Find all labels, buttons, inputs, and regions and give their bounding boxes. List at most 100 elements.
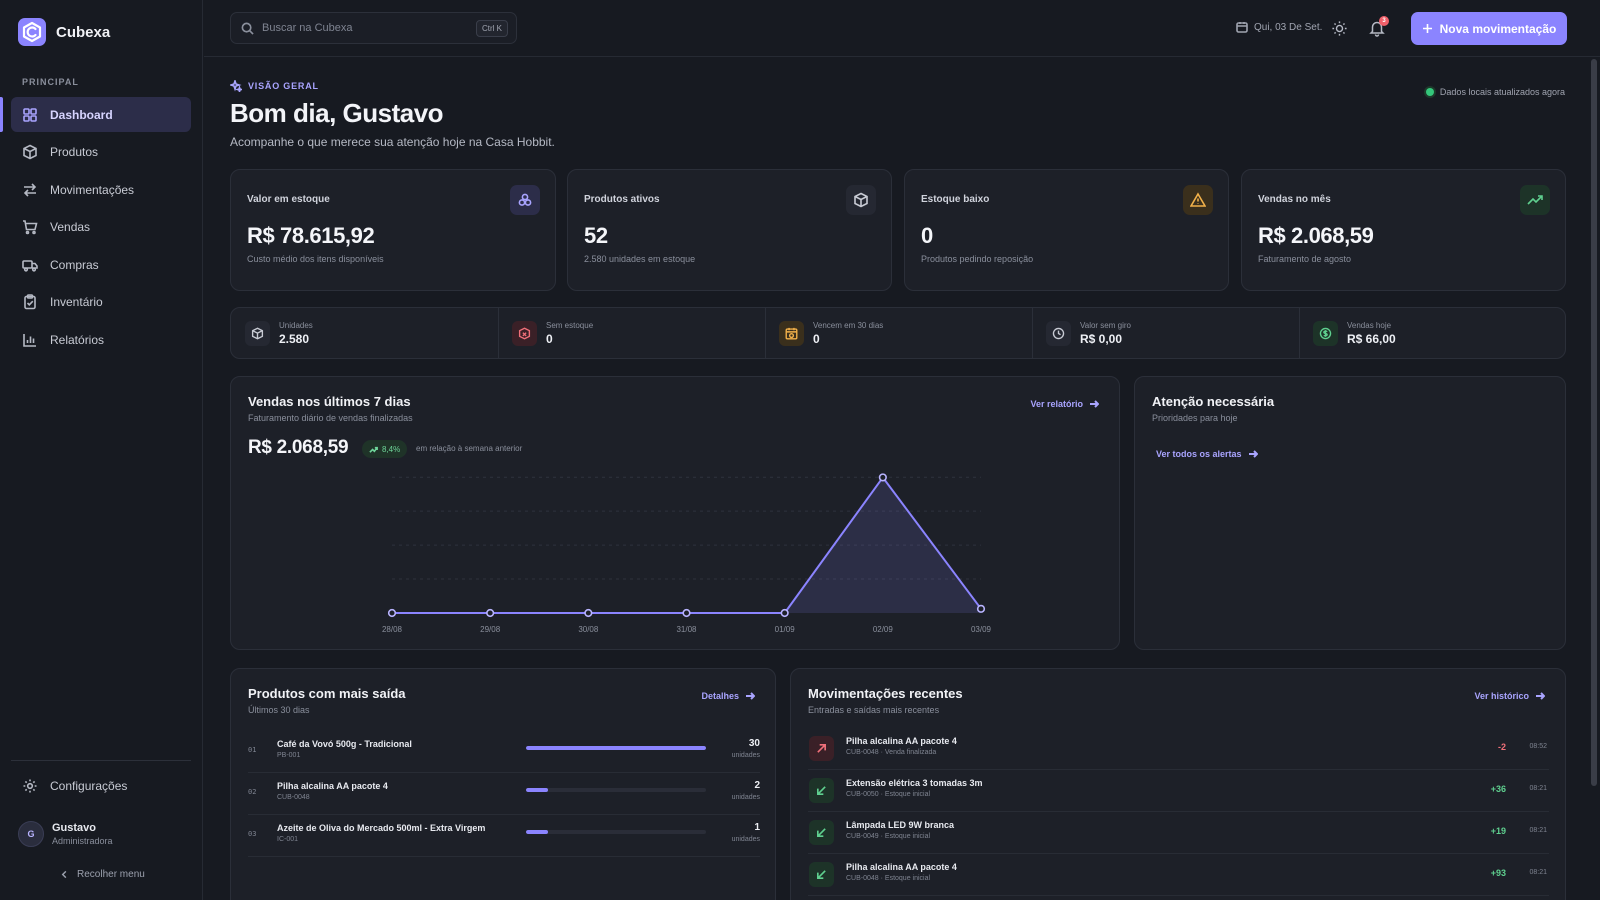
x-tick-label: 01/09 (775, 625, 796, 634)
search-icon (241, 22, 254, 35)
box-icon (251, 327, 264, 340)
kpi-value: R$ 78.615,92 (247, 223, 375, 248)
list-item[interactable]: 01 Café da Vovó 500g - Tradicional PB-00… (248, 731, 760, 773)
panel-subtitle: Prioridades para hoje (1152, 413, 1238, 423)
collapse-menu-button[interactable]: Recolher menu (60, 869, 145, 880)
trend-value: 8,4% (382, 444, 401, 454)
kpi-label: Estoque baixo (921, 194, 990, 205)
movement-row[interactable]: Pilha alcalina AA pacote 4 CUB-0048 · Es… (808, 854, 1549, 896)
movement-time: 08:21 (1529, 827, 1547, 834)
product-unit: unidades (731, 752, 760, 759)
chart-total: R$ 2.068,59 (248, 437, 349, 458)
search-placeholder: Buscar na Cubexa (262, 22, 353, 34)
sidebar-item-label: Produtos (50, 145, 99, 159)
panel-subtitle: Últimos 30 dias (248, 705, 310, 715)
mini-stat-out-of-stock: Sem estoque 0 (498, 308, 593, 359)
current-date: Qui, 03 De Set. (1236, 21, 1322, 33)
view-history-link[interactable]: Ver histórico (1474, 691, 1545, 701)
gear-icon (23, 779, 37, 792)
search-input[interactable]: Buscar na Cubexa Ctrl K (230, 12, 517, 44)
arrow-down-left-icon (817, 828, 826, 837)
product-qty: 2 (754, 780, 760, 791)
brand[interactable]: Cubexa (18, 18, 110, 46)
movement-row[interactable]: Lâmpada LED 9W branca CUB-0049 · Estoque… (808, 812, 1549, 854)
divider (498, 308, 499, 359)
movement-qty: -2 (1497, 742, 1506, 752)
view-all-alerts-link[interactable]: Ver todos os alertas (1156, 449, 1258, 459)
new-movement-button[interactable]: Nova movimentação (1411, 12, 1567, 45)
new-movement-label: Nova movimentação (1439, 21, 1557, 36)
progress-fill (526, 746, 706, 750)
movement-row[interactable]: Extensão elétrica 3 tomadas 3m CUB-0050 … (808, 770, 1549, 812)
chart-point (387, 608, 397, 618)
chart-point (584, 608, 593, 618)
sidebar-item-label: Relatórios (50, 332, 105, 347)
sidebar-item-vendas[interactable]: Vendas (11, 210, 191, 245)
product-unit: unidades (731, 836, 760, 843)
clock-icon (1052, 327, 1065, 340)
sidebar-item-compras[interactable]: Compras (11, 247, 191, 282)
sidebar-item-produtos[interactable]: Produtos (11, 135, 191, 170)
mini-value: 2.580 (279, 332, 310, 346)
list-item[interactable]: 03 Azeite de Oliva do Mercado 500ml - Ex… (248, 815, 760, 857)
sidebar-item-dashboard[interactable]: Dashboard (11, 97, 191, 132)
list-item[interactable]: 02 Pilha alcalina AA pacote 4 CUB-0048 2… (248, 773, 760, 815)
user-profile[interactable]: G Gustavo Administradora (18, 821, 113, 847)
kpi-card-active-products[interactable]: Produtos ativos 52 2.580 unidades em est… (567, 169, 892, 291)
mini-stat-sales-today: Vendas hoje R$ 66,00 (1299, 308, 1396, 359)
product-name: Azeite de Oliva do Mercado 500ml - Extra… (277, 823, 486, 833)
user-name: Gustavo (52, 822, 97, 834)
avatar: G (18, 821, 44, 847)
movement-row[interactable]: Pilha alcalina AA pacote 4 CUB-0048 · Ve… (808, 728, 1549, 770)
view-report-link[interactable]: Ver relatório (1030, 399, 1099, 409)
mov-icon-wrap (809, 736, 834, 761)
arrows-icon (23, 182, 37, 197)
movement-product: Extensão elétrica 3 tomadas 3m (846, 778, 983, 788)
sidebar-item-relatorios[interactable]: Relatórios (11, 322, 191, 357)
product-qty: 1 (754, 822, 760, 833)
arrow-up-right-icon (817, 744, 826, 753)
search-shortcut: Ctrl K (476, 19, 508, 37)
mini-icon-wrap (779, 321, 804, 346)
mini-label: Vendas hoje (1347, 321, 1392, 330)
rank-index: 01 (248, 746, 257, 754)
link-label: Ver relatório (1030, 399, 1083, 409)
sidebar-item-label: Configurações (50, 778, 128, 793)
x-tick-label: 31/08 (676, 625, 697, 634)
recent-movements-panel: Movimentações recentes Entradas e saídas… (790, 668, 1566, 900)
mini-icon-wrap (1046, 321, 1071, 346)
sidebar-item-configuracoes[interactable]: Configurações (11, 768, 191, 803)
x-tick-label: 02/09 (873, 625, 894, 634)
kpi-icon-wrap (1520, 185, 1550, 215)
link-label: Ver histórico (1474, 691, 1529, 701)
kpi-card-low-stock[interactable]: Estoque baixo 0 Produtos pedindo reposiç… (904, 169, 1229, 291)
sidebar: Cubexa PRINCIPAL Dashboard Produtos Movi… (0, 0, 203, 900)
divider (1299, 308, 1300, 359)
sidebar-item-movimentacoes[interactable]: Movimentações (11, 172, 191, 207)
panel-title: Vendas nos últimos 7 dias (248, 394, 411, 409)
scrollbar[interactable] (1591, 59, 1597, 786)
arrow-right-icon (1090, 400, 1099, 408)
kpi-card-stock-value[interactable]: Valor em estoque R$ 78.615,92 Custo médi… (230, 169, 556, 291)
mini-icon-wrap (245, 321, 270, 346)
movement-meta: CUB-0048 · Venda finalizada (846, 749, 937, 756)
arrow-right-icon (746, 692, 755, 700)
page-title: Bom dia, Gustavo (230, 98, 444, 128)
attention-panel: Atenção necessária Prioridades para hoje… (1134, 376, 1566, 650)
box-x-icon (518, 327, 531, 340)
panel-title: Produtos com mais saída (248, 686, 406, 701)
sidebar-item-inventario[interactable]: Inventário (11, 285, 191, 320)
x-tick-label: 30/08 (578, 625, 599, 634)
panel-title: Atenção necessária (1152, 394, 1275, 409)
details-link[interactable]: Detalhes (701, 691, 755, 701)
progress-bar (526, 788, 706, 792)
kpi-label: Produtos ativos (584, 194, 660, 205)
warning-icon (1190, 192, 1206, 207)
theme-toggle-sun-icon[interactable] (1331, 20, 1348, 37)
kpi-card-monthly-sales[interactable]: Vendas no mês R$ 2.068,59 Faturamento de… (1241, 169, 1566, 291)
kpi-subtext: Faturamento de agosto (1258, 254, 1352, 264)
kpi-icon-wrap (846, 185, 876, 215)
x-tick-label: 29/08 (480, 625, 501, 634)
panel-subtitle: Faturamento diário de vendas finalizadas (248, 413, 413, 423)
kpi-subtext: Custo médio dos itens disponíveis (247, 254, 384, 264)
